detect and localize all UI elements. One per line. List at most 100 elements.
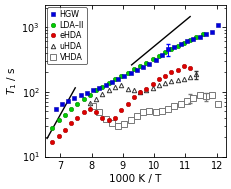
VHDA (123, 123, 126, 125)
HGW (54, 107, 57, 110)
uHDA (158, 84, 160, 87)
LDA–II (189, 38, 191, 41)
HGW (179, 43, 182, 45)
HGW (136, 69, 138, 71)
Line: LDA–II: LDA–II (50, 32, 205, 130)
LDA–II (145, 61, 148, 64)
HGW (98, 87, 101, 89)
LDA–II (82, 98, 85, 100)
uHDA (170, 80, 173, 82)
eHDA (164, 74, 167, 77)
eHDA (176, 68, 179, 71)
eHDA (107, 119, 110, 122)
HGW (217, 24, 220, 26)
LDA–II (114, 78, 116, 81)
HGW (92, 89, 94, 91)
eHDA (88, 107, 91, 110)
VHDA (186, 100, 188, 102)
LDA–II (107, 82, 110, 84)
eHDA (145, 88, 148, 90)
LDA–II (139, 65, 141, 67)
VHDA (211, 94, 213, 97)
HGW (123, 75, 126, 77)
Legend: HGW, LDA–II, eHDA, uHDA, VHDA: HGW, LDA–II, eHDA, uHDA, VHDA (47, 7, 87, 64)
HGW (142, 66, 145, 68)
HGW (110, 81, 113, 83)
VHDA (92, 105, 94, 107)
LDA–II (164, 51, 167, 53)
VHDA (136, 115, 138, 117)
uHDA (120, 84, 123, 86)
uHDA (88, 101, 91, 104)
VHDA (142, 111, 145, 114)
LDA–II (95, 89, 98, 91)
LDA–II (151, 58, 154, 60)
uHDA (114, 86, 116, 88)
Line: eHDA: eHDA (50, 64, 192, 144)
Line: VHDA: VHDA (91, 92, 221, 128)
HGW (117, 78, 119, 80)
X-axis label: 1000 K / T: 1000 K / T (109, 174, 161, 184)
Line: uHDA: uHDA (88, 72, 199, 105)
eHDA (139, 91, 141, 94)
LDA–II (195, 36, 198, 38)
HGW (79, 94, 82, 97)
LDA–II (88, 94, 91, 96)
HGW (211, 30, 213, 33)
HGW (67, 100, 70, 102)
eHDA (114, 116, 116, 119)
LDA–II (132, 68, 135, 70)
VHDA (161, 110, 163, 112)
HGW (73, 97, 76, 99)
eHDA (57, 135, 60, 137)
LDA–II (176, 45, 179, 47)
eHDA (101, 116, 104, 119)
uHDA (145, 89, 148, 91)
VHDA (110, 122, 113, 124)
VHDA (154, 111, 157, 114)
HGW (61, 103, 63, 105)
eHDA (132, 96, 135, 98)
VHDA (148, 110, 151, 112)
HGW (129, 72, 132, 74)
VHDA (117, 125, 119, 127)
uHDA (132, 89, 135, 91)
LDA–II (101, 85, 104, 88)
LDA–II (76, 103, 79, 105)
HGW (192, 38, 195, 40)
uHDA (189, 75, 191, 78)
uHDA (101, 93, 104, 95)
uHDA (107, 88, 110, 91)
eHDA (51, 140, 54, 143)
eHDA (182, 65, 185, 67)
HGW (167, 48, 170, 51)
uHDA (176, 79, 179, 81)
VHDA (167, 107, 170, 110)
Line: HGW: HGW (53, 23, 221, 111)
uHDA (195, 73, 198, 76)
uHDA (126, 88, 129, 90)
VHDA (217, 103, 220, 105)
eHDA (76, 116, 79, 119)
eHDA (170, 71, 173, 73)
LDA–II (51, 126, 54, 129)
Y-axis label: $T_1$ / s: $T_1$ / s (5, 67, 19, 95)
uHDA (151, 87, 154, 89)
eHDA (64, 129, 66, 131)
HGW (161, 54, 163, 56)
eHDA (120, 109, 123, 111)
LDA–II (120, 75, 123, 77)
eHDA (151, 83, 154, 85)
uHDA (164, 82, 167, 84)
eHDA (158, 78, 160, 81)
eHDA (70, 122, 73, 124)
VHDA (192, 97, 195, 99)
VHDA (198, 94, 201, 96)
HGW (204, 33, 207, 35)
LDA–II (70, 108, 73, 110)
LDA–II (64, 114, 66, 116)
eHDA (82, 111, 85, 114)
HGW (104, 84, 107, 86)
LDA–II (182, 41, 185, 44)
VHDA (98, 111, 101, 114)
